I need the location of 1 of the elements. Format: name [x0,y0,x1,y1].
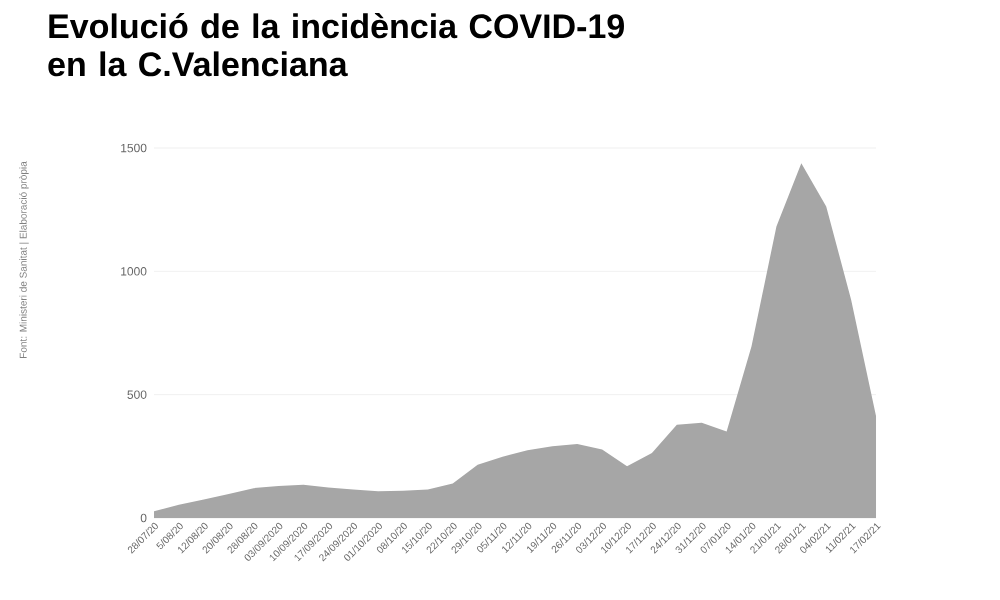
chart-title: Evolució de la incidència COVID-19 en la C.Valenciana [48,13,624,77]
